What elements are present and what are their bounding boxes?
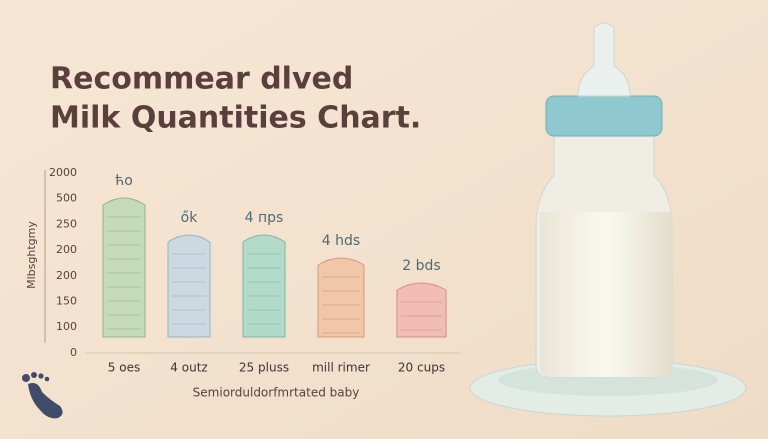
bar-top-label: 4 hds bbox=[322, 233, 360, 249]
title-line: Recommear dlved bbox=[50, 62, 353, 97]
footprint-icon bbox=[22, 372, 63, 419]
bar-top-label: 2 bds bbox=[402, 258, 440, 274]
bar-shape bbox=[242, 234, 286, 338]
bar-shape bbox=[167, 234, 211, 338]
bar-bottom-label: 5 oes bbox=[108, 361, 140, 375]
tick-label: 250 bbox=[56, 217, 77, 230]
bar-top-label: ők bbox=[181, 210, 199, 226]
bar-shape bbox=[102, 197, 146, 338]
tick-label: 100 bbox=[56, 320, 77, 333]
bar-shape bbox=[396, 282, 447, 338]
caption: Semiorduldorfmrtated baby bbox=[193, 386, 360, 400]
tick-label: 0 bbox=[70, 346, 77, 359]
bar-shape bbox=[317, 257, 365, 338]
bar-bottom-label: 4 outz bbox=[170, 361, 207, 375]
axis-label: Mlbsghtgmy bbox=[25, 221, 38, 289]
bar-bottom-label: 25 pluss bbox=[239, 361, 289, 375]
tick-label: 200 bbox=[56, 243, 77, 256]
tick-label: 150 bbox=[56, 295, 77, 308]
bar-top-label: 4 пps bbox=[245, 210, 284, 226]
bar-top-label: ћо bbox=[115, 173, 133, 189]
bar-bottom-label: mill rimer bbox=[312, 361, 370, 375]
tick-label: 2000 bbox=[49, 166, 77, 179]
tick-label: 200 bbox=[56, 269, 77, 282]
tick-label: 500 bbox=[56, 192, 77, 205]
bottle bbox=[469, 22, 747, 417]
title-line: Milk Quantities Chart. bbox=[50, 101, 421, 136]
bar-bottom-label: 20 cups bbox=[398, 361, 445, 375]
